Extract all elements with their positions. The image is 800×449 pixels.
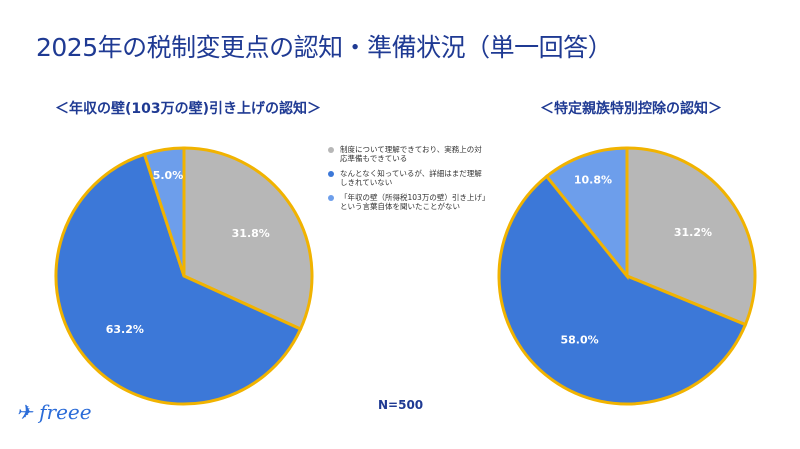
- legend-label: なんとなく知っているが、詳細はまだ理解しきれていない: [340, 169, 482, 187]
- chart-title-2: ＜特定親族特別控除の認知＞: [540, 101, 722, 117]
- data-label: 5.0%: [153, 169, 184, 182]
- legend-label: 「年収の壁（所得税103万の壁）引き上げ」という言葉自体を聞いたことがない: [340, 193, 486, 211]
- legend-item: なんとなく知っているが、詳細はまだ理解しきれていない: [328, 169, 488, 187]
- pie-slice: [497, 174, 748, 406]
- data-label: 31.2%: [674, 226, 712, 239]
- legend-label: 制度について理解できており、実務上の対応準備もできている: [340, 145, 482, 163]
- freee-logo: ✈ freee: [16, 400, 92, 424]
- legend-marker: [328, 171, 334, 177]
- page-title: 2025年の税制変更点の認知・準備状況（単一回答）: [36, 33, 613, 62]
- pie-slice: [54, 152, 303, 406]
- pie-slice: [544, 146, 629, 281]
- data-label: 63.2%: [106, 323, 144, 336]
- sample-size: N=500: [378, 398, 424, 412]
- legend: 制度について理解できており、実務上の対応準備もできている なんとなく知っているが…: [328, 145, 488, 217]
- pie-slice: [142, 146, 186, 277]
- chart-title-1: ＜年収の壁(103万の壁)引き上げの認知＞: [55, 101, 322, 117]
- pie-slice: [625, 146, 757, 327]
- legend-marker: [328, 195, 334, 201]
- data-label: 31.8%: [232, 227, 270, 240]
- legend-item: 制度について理解できており、実務上の対応準備もできている: [328, 145, 488, 163]
- data-label: 10.8%: [574, 173, 612, 186]
- legend-item: 「年収の壁（所得税103万の壁）引き上げ」という言葉自体を聞いたことがない: [328, 193, 488, 211]
- pie-slice: [182, 146, 314, 332]
- data-label: 58.0%: [560, 334, 598, 347]
- legend-marker: [328, 147, 334, 153]
